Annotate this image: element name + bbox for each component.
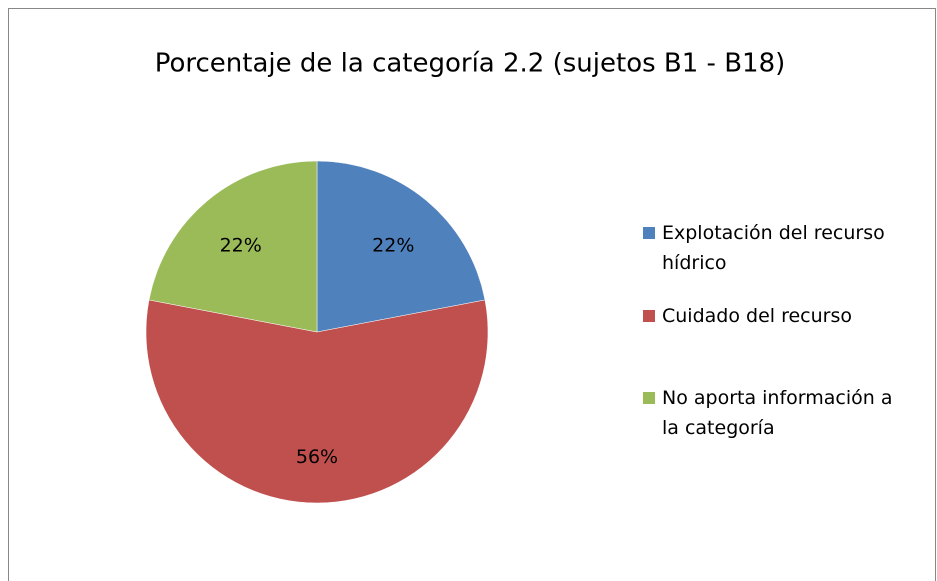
legend-label: No aporta información a la categoría	[662, 387, 893, 439]
pie-slice	[145, 299, 489, 504]
data-label: 22%	[220, 234, 262, 256]
legend-label: Cuidado del recurso	[662, 305, 852, 327]
legend-swatch	[643, 310, 655, 322]
pie-slice	[148, 160, 318, 333]
legend-swatch	[643, 392, 655, 404]
data-label: 22%	[372, 234, 414, 256]
data-label: 56%	[296, 446, 338, 468]
legend-label: Explotación del recurso hídrico	[662, 222, 885, 274]
legend-swatch	[643, 227, 655, 239]
pie-slice	[316, 160, 486, 333]
chart-title: Porcentaje de la categoría 2.2 (sujetos …	[155, 49, 786, 79]
